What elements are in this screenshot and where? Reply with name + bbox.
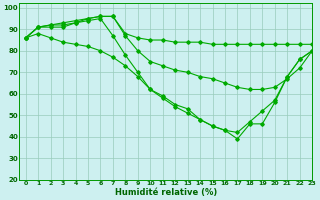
X-axis label: Humidité relative (%): Humidité relative (%)	[115, 188, 217, 197]
